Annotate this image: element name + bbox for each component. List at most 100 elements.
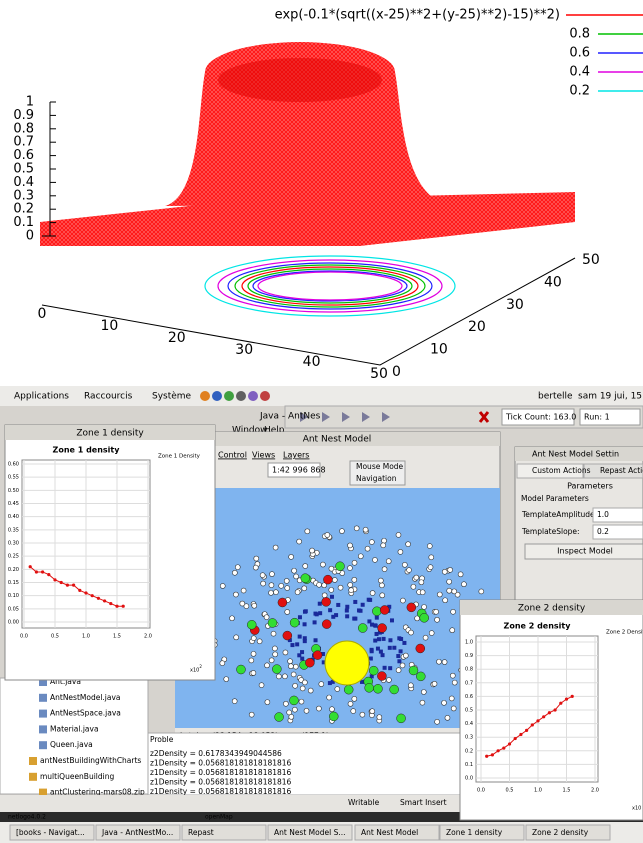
nest-material <box>302 639 307 644</box>
x-tick-label: 30 <box>235 342 253 358</box>
nest-ant <box>405 541 411 547</box>
model-menu: Views <box>252 451 275 460</box>
nest-ant <box>426 543 433 549</box>
run-field <box>579 408 641 426</box>
inspect-button-label: Inspect Model <box>557 547 613 556</box>
nest-marker <box>377 671 387 681</box>
nest-ant <box>253 555 260 562</box>
contour <box>227 262 433 310</box>
tab <box>516 463 584 479</box>
nest-ant <box>307 687 314 694</box>
nest-ant <box>347 701 354 707</box>
nest-material <box>327 681 332 686</box>
taskbar-button <box>525 824 611 841</box>
nest-marker <box>343 684 354 695</box>
nest-ant <box>248 711 255 718</box>
y-tick-label: 40 <box>544 274 562 290</box>
nest-ant <box>284 585 291 591</box>
nest-ant <box>240 587 247 594</box>
nest-ant <box>259 572 266 579</box>
x-tick-label: 1.0 <box>82 634 90 640</box>
param-name: TemplateAmplitude: <box>521 510 597 519</box>
nest-ant <box>233 591 239 598</box>
nest-material <box>392 645 397 650</box>
y-tick-label: 10 <box>430 342 448 358</box>
y-tick-label: 0.25 <box>8 554 19 560</box>
nest-ant <box>250 651 257 657</box>
taskbar-button <box>439 824 525 841</box>
nest-ant <box>298 698 305 705</box>
nest-ant <box>364 545 371 552</box>
nest-ant <box>421 689 427 695</box>
tick-field <box>501 408 575 426</box>
console-line: z2Density = 0.6178343949044586 <box>150 749 282 758</box>
taskbar-button <box>181 824 267 841</box>
nest-ant <box>296 538 302 545</box>
nest-ant <box>428 554 435 561</box>
eclipse-menu: Help <box>264 426 285 436</box>
taskbar-label: Ant Nest Model S... <box>274 828 345 837</box>
nest-ant <box>436 658 442 665</box>
nest-ant <box>288 714 295 720</box>
nest-ant <box>385 558 392 565</box>
nest-ant <box>406 567 412 573</box>
z-tick-label: 0.6 <box>13 148 34 163</box>
nest-ant <box>318 681 325 687</box>
file-icon <box>39 678 47 686</box>
data-point <box>109 601 113 606</box>
data-point <box>553 708 557 712</box>
nest-ant <box>362 526 369 533</box>
explorer-item: antClustering-mars08.zip <box>50 788 145 797</box>
nest-material <box>377 637 382 642</box>
data-point <box>34 570 39 574</box>
explorer-item: multiQueenBuilding <box>40 772 114 781</box>
nest-ant <box>287 658 293 665</box>
data-point <box>121 604 125 608</box>
nest-ant <box>339 528 345 534</box>
y-tick-label: 0.5 <box>465 708 473 714</box>
y-tick-label: 0.45 <box>8 501 19 507</box>
nest-ant <box>316 705 322 712</box>
nest-ant <box>395 667 402 674</box>
nest-ant <box>381 537 387 544</box>
nest-ant <box>321 592 328 599</box>
nest-ant <box>369 539 375 545</box>
nest-ant <box>433 609 439 615</box>
nest-ant <box>243 603 250 610</box>
z-tick-label: 1 <box>26 95 34 110</box>
nest-ant <box>351 559 358 566</box>
file-icon <box>39 693 47 702</box>
data-point <box>78 588 82 593</box>
nest-marker <box>416 671 426 682</box>
mode-box <box>349 460 406 486</box>
nest-material <box>373 638 378 643</box>
nest-ant <box>359 711 366 718</box>
nest-material <box>358 608 363 613</box>
y-tick-label: 0.60 <box>8 462 19 468</box>
axis-multiplier: x102 <box>190 664 202 674</box>
tab <box>583 463 643 479</box>
model-titlebar <box>205 432 500 446</box>
nest-ant <box>264 662 270 669</box>
x-tick-label: 20 <box>168 330 186 346</box>
taskbar-button <box>9 824 95 841</box>
nest-ant <box>304 528 311 535</box>
nest-ant <box>419 699 426 706</box>
nest-marker <box>372 606 382 616</box>
y-tick-label: 30 <box>506 297 524 313</box>
nest-ant <box>347 565 353 571</box>
nest-material <box>388 666 393 671</box>
nest-ant <box>219 660 226 666</box>
nest-marker <box>357 623 368 633</box>
data-point <box>530 723 534 727</box>
nest-ant <box>252 564 259 571</box>
contour <box>204 255 456 317</box>
nest-ant <box>282 673 288 680</box>
legend-label: 0.2 <box>569 84 590 99</box>
nest-marker <box>335 561 345 571</box>
x-tick-label: 50 <box>370 366 388 382</box>
nest-material <box>387 604 392 609</box>
nest-ant <box>268 590 274 596</box>
play-button <box>342 412 350 422</box>
nest-ant <box>434 616 440 623</box>
